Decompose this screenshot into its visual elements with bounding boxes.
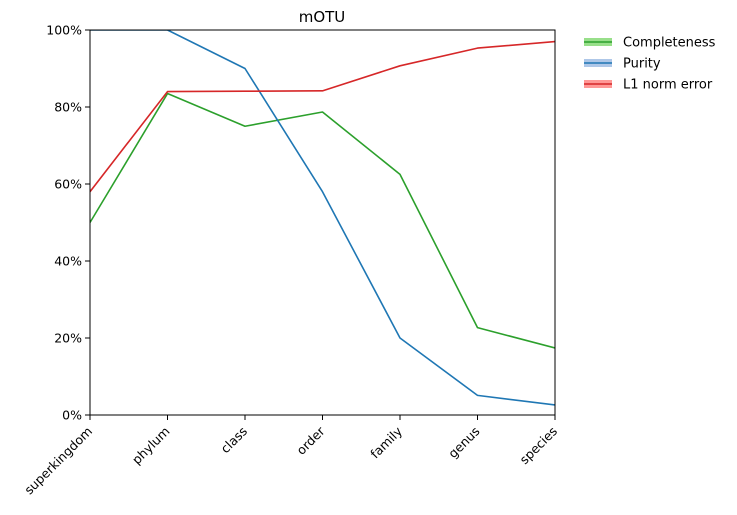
series-line-purity: [90, 30, 555, 406]
y-tick-label: 40%: [54, 254, 82, 269]
y-tick-label: 20%: [54, 331, 82, 346]
x-tick-label: order: [293, 423, 328, 458]
legend-label: L1 norm error: [623, 78, 713, 93]
plot-frame: [89, 29, 556, 416]
series-layer: [90, 30, 555, 406]
y-tick-label: 80%: [54, 100, 82, 115]
legend-label: Completeness: [623, 36, 716, 51]
x-tick-label: genus: [445, 424, 482, 461]
series-line-completeness: [90, 92, 555, 349]
x-tick-label: species: [517, 424, 561, 468]
y-tick-label: 60%: [54, 177, 82, 192]
x-tick-label: family: [367, 423, 405, 461]
series-line-l1-norm-error: [90, 40, 555, 193]
x-tick-label: superkingdom: [21, 424, 95, 498]
x-axis: superkingdom phylum class order family genus s…: [21, 415, 560, 497]
y-tick-label: 0%: [62, 408, 82, 423]
legend-label: Purity: [623, 57, 661, 72]
chart-title: mOTU: [299, 8, 346, 26]
x-tick-label: class: [218, 424, 251, 457]
y-tick-label: 100%: [46, 23, 82, 38]
x-tick-label: phylum: [129, 424, 173, 468]
legend: Completeness Purity L1 norm error: [584, 36, 716, 93]
y-axis: 0% 20% 40% 60% 80% 100%: [46, 23, 90, 423]
